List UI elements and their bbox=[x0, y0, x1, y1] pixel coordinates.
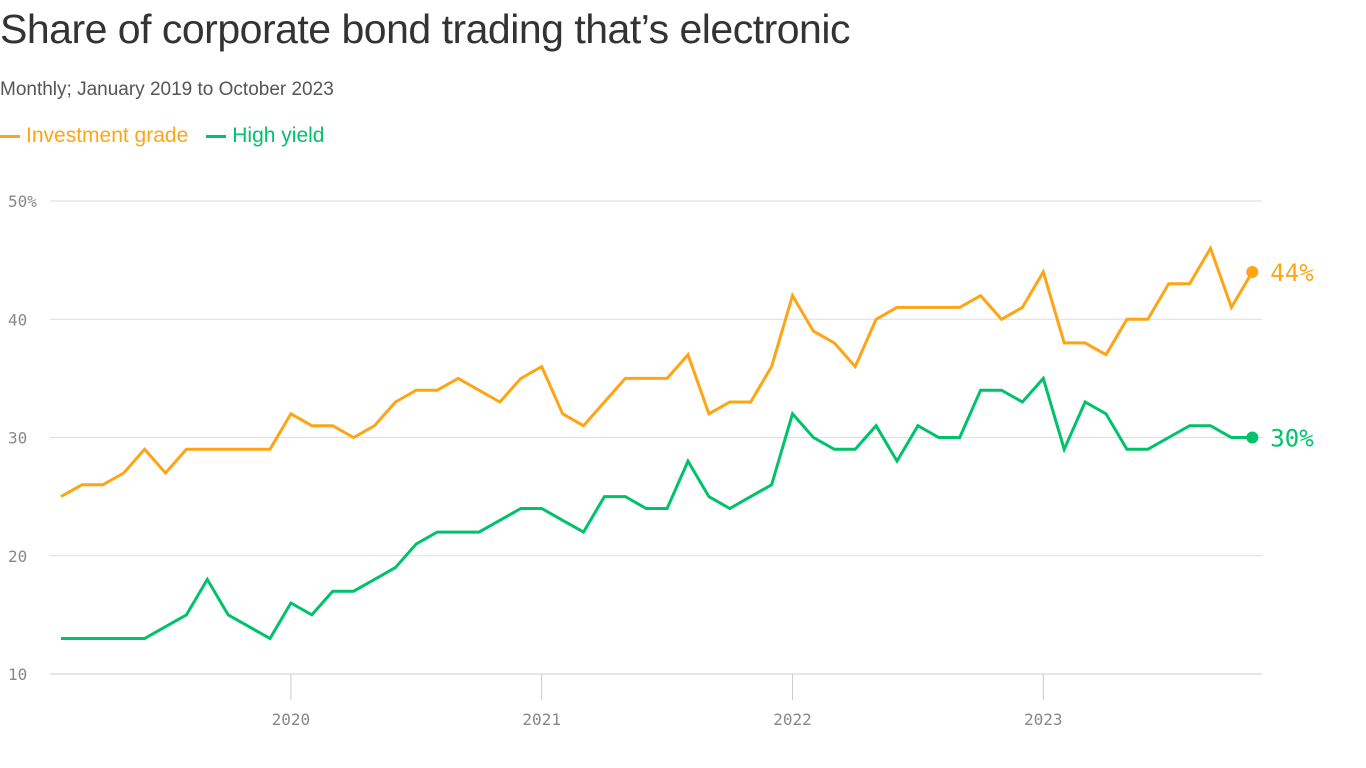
legend: Investment grade High yield bbox=[0, 124, 324, 148]
chart-subtitle: Monthly; January 2019 to October 2023 bbox=[0, 79, 334, 100]
end-value-label: 30% bbox=[1270, 425, 1314, 453]
y-tick-label: 10 bbox=[8, 665, 27, 684]
legend-item-investment-grade: Investment grade bbox=[0, 124, 188, 148]
chart-title: Share of corporate bond trading that’s e… bbox=[0, 6, 850, 52]
y-tick-label: 30 bbox=[8, 429, 27, 448]
end-value-label: 44% bbox=[1270, 259, 1314, 287]
series-line-high-yield bbox=[61, 375, 1253, 641]
legend-label: Investment grade bbox=[26, 124, 189, 147]
x-tick-label: 2020 bbox=[272, 710, 311, 729]
x-tick-label: 2023 bbox=[1024, 710, 1063, 729]
legend-item-high-yield: High yield bbox=[206, 124, 324, 148]
legend-label: High yield bbox=[232, 124, 325, 147]
end-point-marker bbox=[1246, 431, 1259, 444]
x-tick-label: 2021 bbox=[522, 710, 561, 729]
legend-swatch bbox=[206, 134, 227, 138]
end-point-marker bbox=[1246, 265, 1259, 278]
x-tick-label: 2022 bbox=[773, 710, 812, 729]
legend-swatch bbox=[0, 134, 20, 138]
y-tick-label: 50% bbox=[8, 192, 37, 211]
series-line-investment-grade bbox=[60, 244, 1254, 498]
y-tick-label: 40 bbox=[8, 310, 27, 329]
y-tick-label: 20 bbox=[8, 547, 27, 566]
